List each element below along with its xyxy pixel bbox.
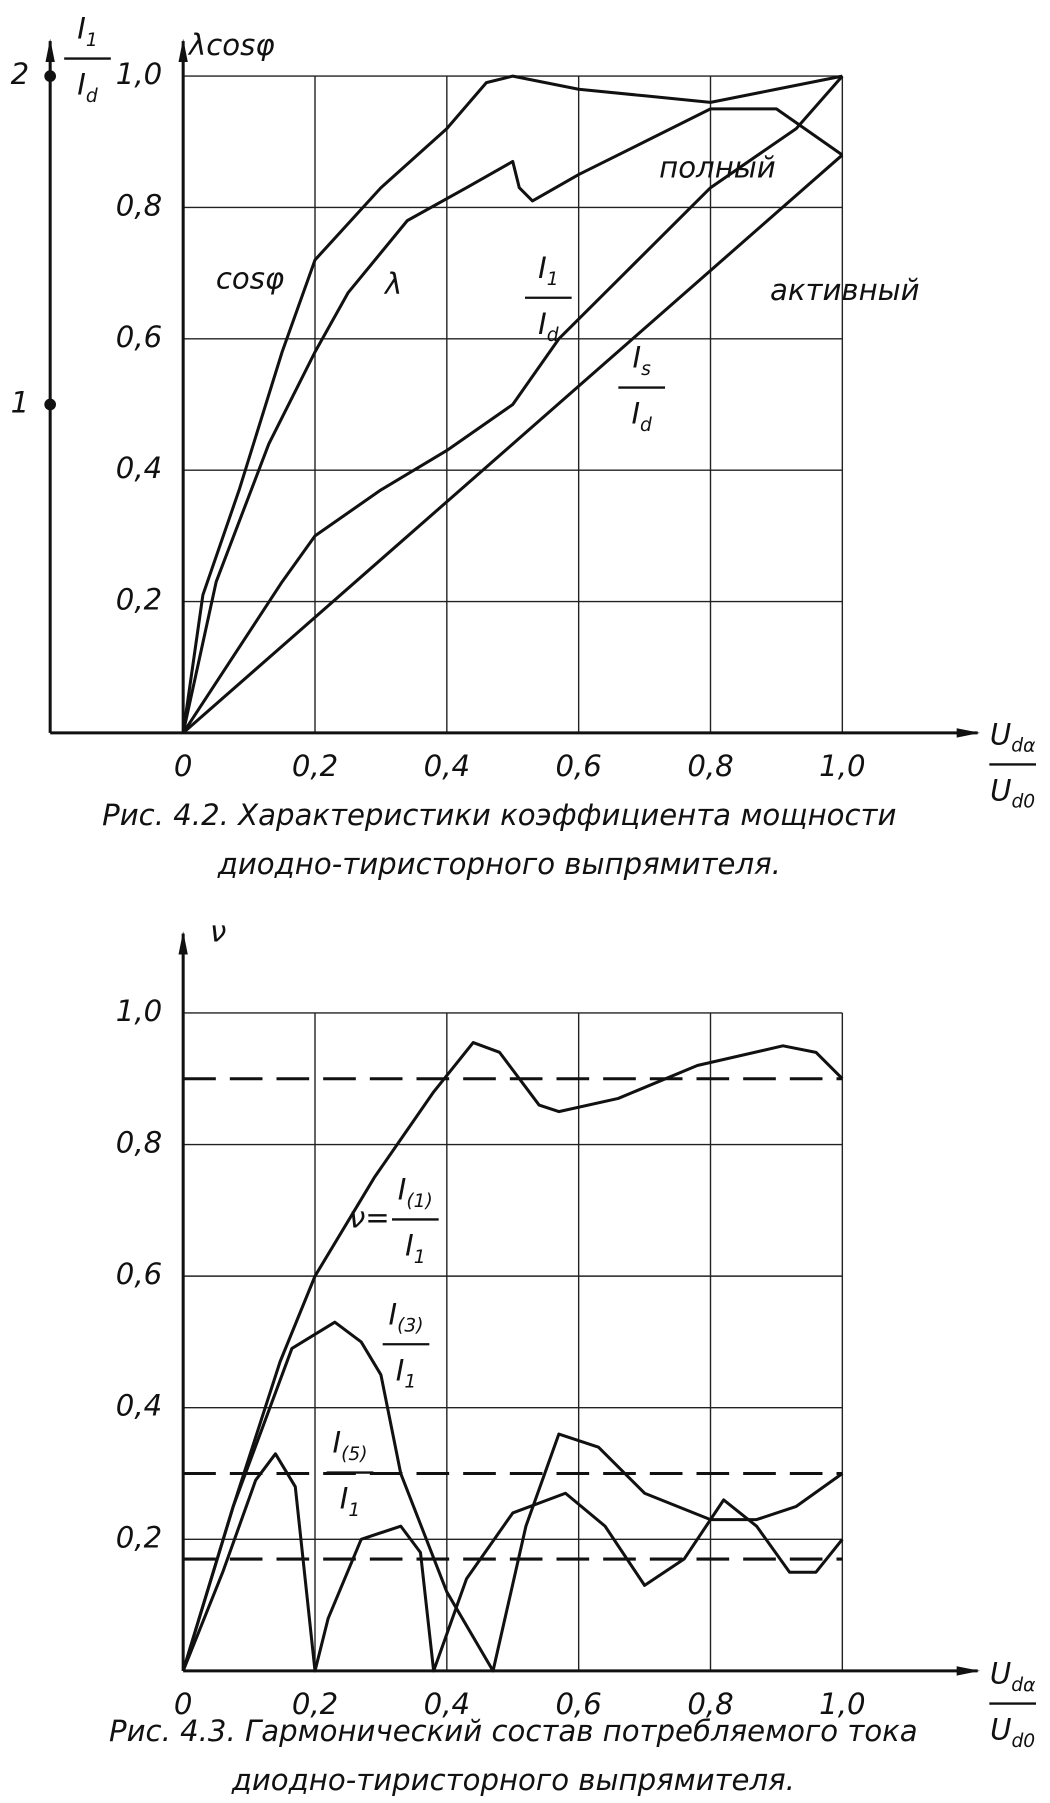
y-tick-label: 0,2 [116,1520,162,1554]
series-label: cosφ [216,261,284,295]
y-tick-label: 0,8 [116,188,162,222]
fraction-numerator: I(5) [332,1426,367,1465]
series-line [181,1041,844,1672]
y-tick-label: 0,6 [116,1257,162,1291]
y-tick-label: 0,6 [116,320,162,354]
x-tick-label: 0,8 [687,749,733,783]
series-line [181,107,844,734]
x-tick-label: 0,4 [424,1687,470,1721]
y2-tick-mark [44,398,56,411]
y-tick-label: 0,2 [116,583,162,617]
caption: диодно-тиристорного выпрямителя. [231,1763,795,1797]
fraction-denominator: Id [538,307,559,346]
fraction-denominator: Ud0 [990,1713,1035,1752]
fraction-prefix: ν= [349,1200,390,1234]
y-tick-label: 0,4 [116,1389,162,1423]
y-tick-label: 0,8 [116,1126,162,1160]
series-line [182,153,844,735]
series-line [181,74,843,734]
y-axis-label: ν [210,915,226,949]
caption: Рис. 4.3. Гармонический состав потребляе… [109,1714,918,1748]
fraction-numerator: I1 [538,251,558,290]
y-tick-label: 1,0 [116,57,162,91]
x-tick-label: 1,0 [819,1687,865,1721]
series-line [181,1320,844,1673]
fraction-numerator: I(3) [388,1297,423,1336]
x-tick-label: 0,8 [687,1687,733,1721]
y2-tick-mark [44,70,56,82]
y2-tick-label: 1 [11,386,30,420]
fraction-denominator: Id [77,68,98,107]
series-line [181,75,844,734]
fraction-numerator: I1 [77,12,97,51]
x-tick-label: 0,4 [424,749,470,783]
fraction-denominator: Ud0 [990,773,1035,812]
y-tick-label: 0,4 [116,451,162,485]
fraction-denominator: I1 [396,1353,416,1392]
x-tick-label: 1,0 [819,749,865,783]
y-tick-label: 1,0 [116,994,162,1028]
x-tick-label: 0,2 [292,749,338,783]
x-tick-label: 0,2 [292,1687,338,1721]
x-tick-label: 0 [174,1687,193,1721]
fraction-denominator: Id [631,397,652,436]
y2-tick-label: 2 [11,57,30,91]
annotation: активный [770,273,920,307]
x-tick-label: 0 [174,749,193,783]
series-line [181,1452,844,1673]
x-tick-label: 0,6 [555,749,601,783]
fraction-denominator: I1 [405,1228,425,1267]
x-tick-label: 0,6 [555,1687,601,1721]
fraction-numerator: Udα [990,1657,1036,1696]
fraction-denominator: I1 [340,1482,360,1521]
annotation: полный [659,150,776,184]
fraction-numerator: I(1) [398,1172,433,1211]
fraction-numerator: Is [632,341,651,380]
caption: Рис. 4.2. Характеристики коэффициента мо… [102,798,896,832]
series-label: λ [383,267,402,301]
y-axis-label: λcosφ [187,28,275,62]
caption: диодно-тиристорного выпрямителя. [217,847,781,881]
fraction-numerator: Udα [990,717,1036,756]
